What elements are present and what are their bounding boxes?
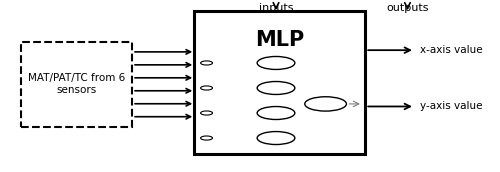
Text: MLP: MLP (255, 30, 304, 50)
Text: x-axis value: x-axis value (420, 45, 482, 55)
Circle shape (257, 56, 295, 69)
Circle shape (200, 86, 212, 90)
Circle shape (257, 82, 295, 94)
Circle shape (200, 61, 212, 65)
Circle shape (200, 111, 212, 115)
Circle shape (305, 97, 346, 111)
Text: outputs: outputs (386, 3, 428, 13)
Circle shape (200, 136, 212, 140)
Bar (20, 42, 132, 127)
Text: MAT/PAT/TC from 6
sensors: MAT/PAT/TC from 6 sensors (28, 73, 125, 95)
Text: inputs: inputs (259, 3, 294, 13)
Bar (194, 11, 366, 154)
Circle shape (257, 106, 295, 120)
Circle shape (257, 132, 295, 144)
Text: y-axis value: y-axis value (420, 101, 482, 111)
